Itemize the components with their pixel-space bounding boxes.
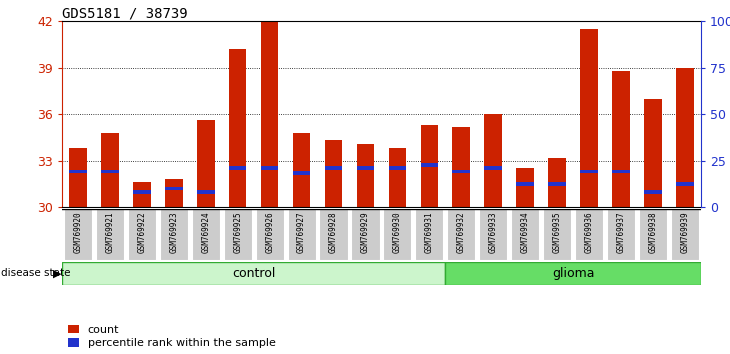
- Bar: [160, 209, 188, 260]
- Bar: [351, 209, 380, 260]
- Bar: [325, 141, 342, 207]
- Text: GSM769939: GSM769939: [680, 211, 689, 253]
- Bar: [453, 170, 470, 173]
- Bar: [607, 209, 635, 260]
- Bar: [96, 209, 124, 260]
- Bar: [485, 114, 502, 207]
- Bar: [165, 187, 182, 190]
- Text: GSM769920: GSM769920: [74, 211, 82, 253]
- Legend: count, percentile rank within the sample: count, percentile rank within the sample: [68, 325, 275, 348]
- Bar: [453, 127, 470, 207]
- Bar: [293, 133, 310, 207]
- Bar: [415, 209, 443, 260]
- Text: GSM769924: GSM769924: [201, 211, 210, 253]
- Bar: [485, 166, 502, 170]
- Bar: [64, 209, 92, 260]
- Bar: [383, 209, 412, 260]
- Text: GSM769935: GSM769935: [553, 211, 561, 253]
- Text: GSM769936: GSM769936: [585, 211, 593, 253]
- Bar: [357, 166, 374, 170]
- Bar: [133, 190, 150, 194]
- Bar: [671, 209, 699, 260]
- Text: GSM769921: GSM769921: [105, 211, 115, 253]
- Bar: [261, 166, 278, 170]
- Bar: [133, 182, 150, 207]
- Bar: [516, 169, 534, 207]
- Text: GSM769930: GSM769930: [393, 211, 402, 253]
- Bar: [479, 209, 507, 260]
- Bar: [255, 209, 284, 260]
- Bar: [580, 170, 598, 173]
- Bar: [516, 182, 534, 186]
- Bar: [288, 209, 315, 260]
- Bar: [511, 209, 539, 260]
- Bar: [101, 133, 119, 207]
- Text: GDS5181 / 38739: GDS5181 / 38739: [62, 6, 188, 20]
- Text: GSM769933: GSM769933: [488, 211, 498, 253]
- Text: GSM769934: GSM769934: [520, 211, 530, 253]
- Bar: [548, 182, 566, 186]
- Bar: [69, 170, 87, 173]
- Bar: [676, 182, 694, 186]
- Text: GSM769923: GSM769923: [169, 211, 178, 253]
- Bar: [575, 209, 603, 260]
- Bar: [101, 170, 119, 173]
- Text: control: control: [232, 267, 275, 280]
- Bar: [62, 262, 445, 285]
- Text: GSM769925: GSM769925: [233, 211, 242, 253]
- Text: GSM769929: GSM769929: [361, 211, 370, 253]
- Bar: [325, 166, 342, 170]
- Bar: [197, 120, 215, 207]
- Bar: [261, 21, 278, 207]
- Text: GSM769931: GSM769931: [425, 211, 434, 253]
- Bar: [580, 29, 598, 207]
- Bar: [293, 171, 310, 175]
- Bar: [447, 209, 475, 260]
- Bar: [639, 209, 667, 260]
- Bar: [229, 49, 247, 207]
- Text: GSM769937: GSM769937: [616, 211, 626, 253]
- Text: GSM769928: GSM769928: [329, 211, 338, 253]
- Bar: [676, 68, 694, 207]
- Bar: [420, 163, 438, 167]
- Text: GSM769938: GSM769938: [648, 211, 658, 253]
- Text: disease state: disease state: [1, 268, 71, 278]
- Bar: [357, 144, 374, 207]
- Text: glioma: glioma: [552, 267, 594, 280]
- Text: GSM769926: GSM769926: [265, 211, 274, 253]
- Text: GSM769922: GSM769922: [137, 211, 147, 253]
- Bar: [420, 125, 438, 207]
- Text: GSM769932: GSM769932: [457, 211, 466, 253]
- Text: ▶: ▶: [53, 268, 62, 278]
- Bar: [388, 148, 406, 207]
- Bar: [612, 71, 630, 207]
- Text: GSM769927: GSM769927: [297, 211, 306, 253]
- Bar: [548, 158, 566, 207]
- Bar: [197, 190, 215, 194]
- Bar: [128, 209, 156, 260]
- Bar: [543, 209, 571, 260]
- Bar: [445, 262, 701, 285]
- Bar: [165, 179, 182, 207]
- Bar: [69, 148, 87, 207]
- Bar: [223, 209, 252, 260]
- Bar: [192, 209, 220, 260]
- Bar: [644, 99, 661, 207]
- Bar: [644, 190, 661, 194]
- Bar: [612, 170, 630, 173]
- Bar: [320, 209, 347, 260]
- Bar: [229, 166, 247, 170]
- Bar: [388, 166, 406, 170]
